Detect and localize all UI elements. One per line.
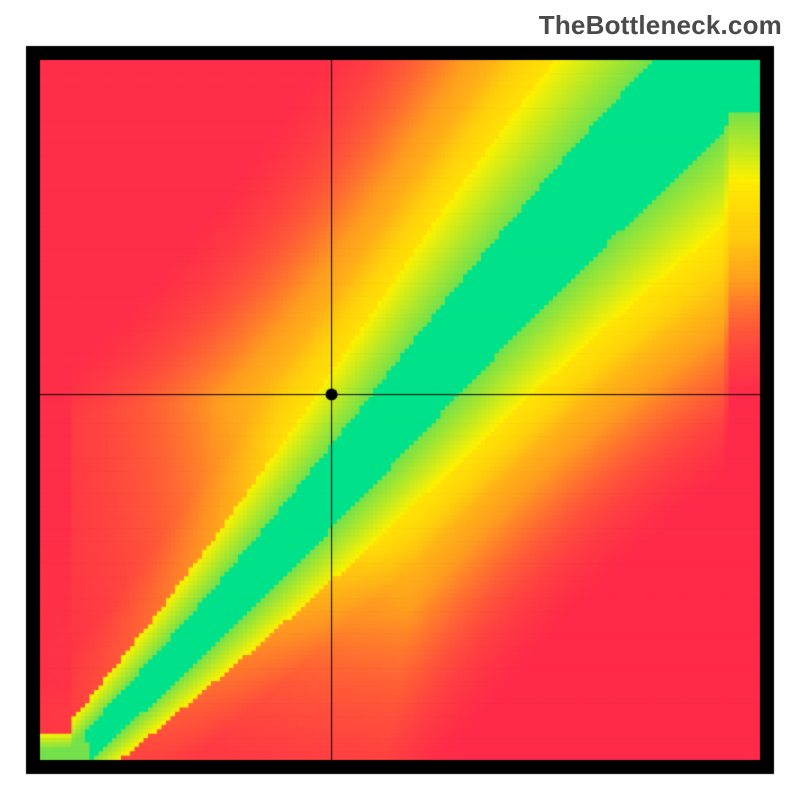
chart-container: TheBottleneck.com — [0, 0, 800, 800]
heatmap-canvas — [0, 0, 800, 800]
watermark-text: TheBottleneck.com — [539, 10, 782, 41]
